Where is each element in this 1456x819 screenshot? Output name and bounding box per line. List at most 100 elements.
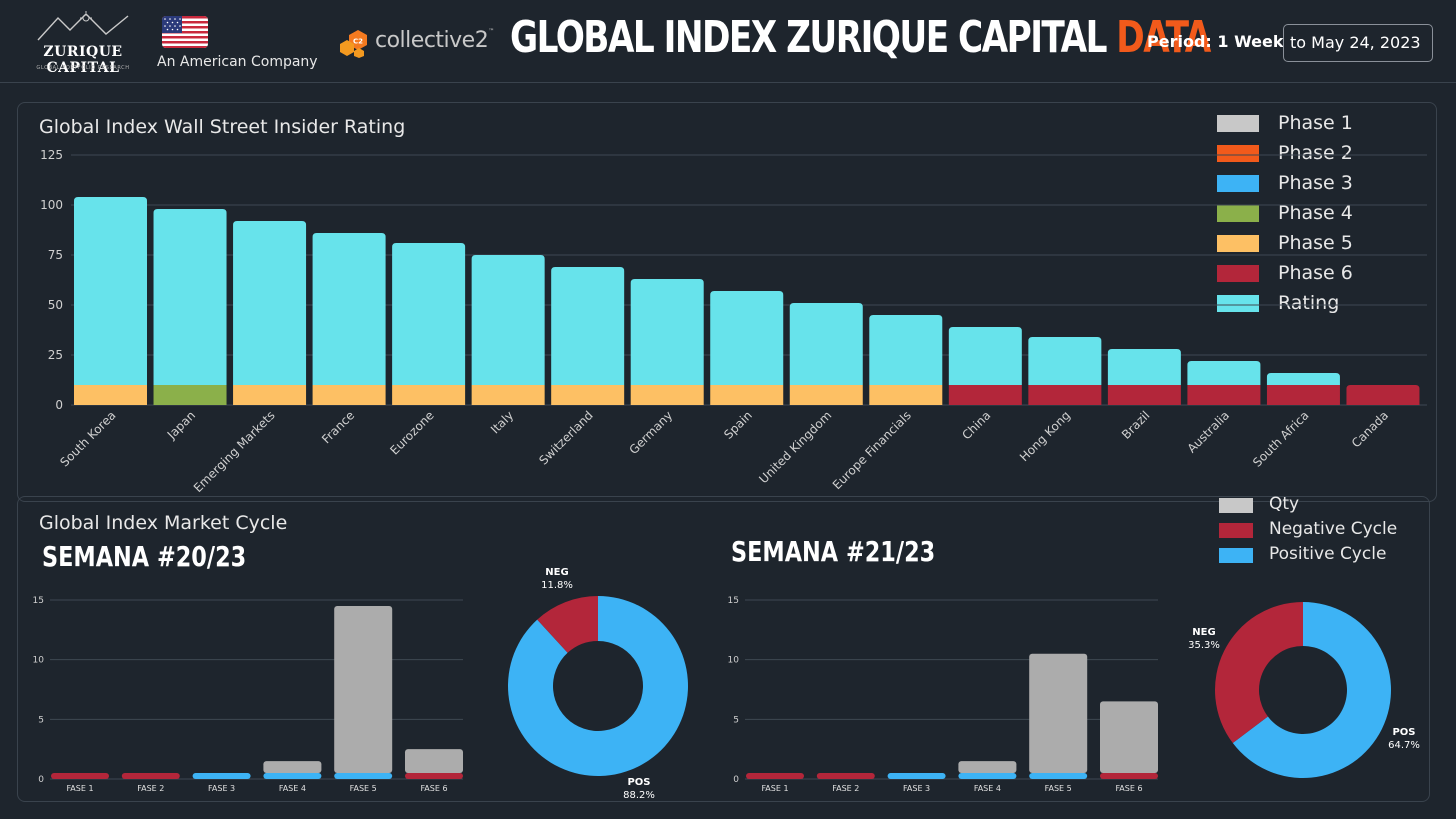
y-tick-label: 5: [38, 715, 44, 725]
legend-label: Phase 1: [1278, 112, 1353, 134]
legend-swatch: [1219, 548, 1253, 563]
c2-badge-text: C2: [353, 38, 363, 46]
collective2-label: collective2: [375, 28, 489, 53]
cycle-legend: Qty Negative Cycle Positive Cycle: [1219, 494, 1419, 574]
bar-segment: [948, 327, 1022, 385]
bar-segment: [51, 773, 109, 779]
week-20-title: SEMANA #20/23: [42, 540, 247, 573]
donut-slice: [508, 596, 688, 776]
bar-segment: [551, 385, 625, 405]
legend-label: Phase 3: [1278, 172, 1353, 194]
header-bar: ZURIQUE CAPITAL GLOBAL PORTFOLIO RESEARC…: [0, 0, 1456, 83]
legend-swatch: [1217, 235, 1259, 252]
bar-segment: [1028, 385, 1102, 405]
x-tick-label: FASE 4: [279, 784, 306, 793]
bar-segment: [405, 749, 463, 774]
x-tick-label: South Korea: [57, 408, 118, 469]
bar-segment: [1266, 373, 1340, 385]
donut-slice: [1215, 602, 1303, 744]
legend-label: Positive Cycle: [1269, 544, 1387, 564]
market-cycle-panel: [17, 496, 1430, 802]
bar-segment: [1107, 385, 1181, 405]
bar-segment: [789, 385, 863, 405]
x-tick-label: Switzerland: [536, 408, 595, 467]
bar-segment: [710, 385, 784, 405]
x-tick-label: FASE 6: [420, 784, 447, 793]
x-tick-label: FASE 4: [974, 784, 1001, 793]
bar-segment: [887, 773, 946, 779]
logo-subtitle: GLOBAL PORTFOLIO RESEARCH: [36, 65, 130, 71]
bar-segment: [630, 279, 704, 385]
legend-label: Negative Cycle: [1269, 519, 1398, 539]
logo-name: ZURIQUE CAPITAL: [43, 44, 123, 76]
y-tick-label: 0: [38, 775, 44, 785]
bar-segment: [816, 773, 875, 779]
x-tick-label: FASE 2: [137, 784, 164, 793]
x-tick-label: South Africa: [1250, 408, 1311, 469]
donut-slice-value: 35.3%: [1188, 640, 1220, 651]
x-tick-label: Canada: [1349, 408, 1391, 450]
y-tick-label: 10: [33, 656, 45, 666]
y-tick-label: 10: [728, 656, 740, 666]
y-tick-label: 50: [48, 298, 63, 312]
rating-chart-title: Global Index Wall Street Insider Rating: [39, 116, 406, 138]
x-tick-label: Europe Financials: [830, 408, 914, 492]
bar-segment: [1028, 337, 1102, 385]
bar-segment: [1029, 653, 1088, 774]
x-tick-label: Germany: [626, 408, 675, 457]
title-accent: DATA: [1116, 12, 1211, 63]
bar-segment: [153, 385, 227, 405]
legend-swatch: [1217, 175, 1259, 192]
bar-segment: [958, 773, 1017, 779]
week-20-bar-chart: 0 5 10 15 FASE 1 FASE 2 FASE 3 FASE 4 FASE 5 FASE…: [33, 596, 463, 793]
x-tick-label: FASE 5: [350, 784, 377, 793]
us-flag-icon: [162, 16, 208, 48]
bar-segment: [74, 385, 147, 405]
bar-segment: [263, 773, 322, 779]
donut-slice: [1232, 602, 1391, 778]
bar-segment: [233, 385, 307, 405]
bar-segment: [869, 385, 943, 405]
bar-segment: [1100, 773, 1158, 779]
bar-segment: [1187, 385, 1261, 405]
legend-label: Phase 4: [1278, 202, 1353, 224]
c2-hexagon-icon: C2: [340, 30, 367, 58]
y-tick-label: 15: [33, 596, 44, 606]
bar-segment: [1029, 773, 1088, 779]
donut-slice-value: 64.7%: [1388, 740, 1420, 751]
legend-swatch: [1217, 205, 1259, 222]
donut-slice-value: 11.8%: [541, 580, 573, 591]
x-tick-label: FASE 1: [761, 784, 788, 793]
x-tick-label: Italy: [488, 408, 516, 436]
legend-label: Rating: [1278, 292, 1340, 314]
period-label: Period: 1 Week: [1147, 32, 1284, 51]
bar-segment: [121, 773, 180, 779]
bar-segment: [551, 267, 625, 385]
legend-swatch: [1219, 523, 1253, 538]
y-tick-label: 75: [48, 248, 63, 262]
week-21-title: SEMANA #21/23: [731, 535, 936, 568]
bar-segment: [263, 761, 322, 774]
legend-label: Qty: [1269, 494, 1300, 514]
bar-segment: [405, 773, 463, 779]
x-tick-label: FASE 3: [208, 784, 235, 793]
x-tick-label: FASE 2: [832, 784, 859, 793]
bar-segment: [334, 605, 393, 774]
trademark-symbol: ™: [488, 28, 494, 35]
company-tagline: An American Company: [157, 54, 318, 70]
legend-swatch: [1217, 145, 1259, 162]
date-field[interactable]: to May 24, 2023: [1283, 24, 1433, 62]
donut-slice-value: 88.2%: [623, 790, 655, 801]
y-tick-label: 15: [728, 596, 739, 606]
x-tick-label: Hong Kong: [1017, 408, 1073, 464]
bar-segment: [958, 761, 1017, 774]
x-tick-label: FASE 3: [903, 784, 930, 793]
x-tick-label: United Kingdom: [756, 408, 834, 486]
x-tick-label: France: [319, 408, 357, 446]
bar-segment: [1100, 701, 1158, 774]
x-tick-label: Emerging Markets: [191, 408, 278, 495]
bar-segment: [471, 385, 545, 405]
bar-segment: [789, 303, 863, 385]
legend-label: Phase 5: [1278, 232, 1353, 254]
